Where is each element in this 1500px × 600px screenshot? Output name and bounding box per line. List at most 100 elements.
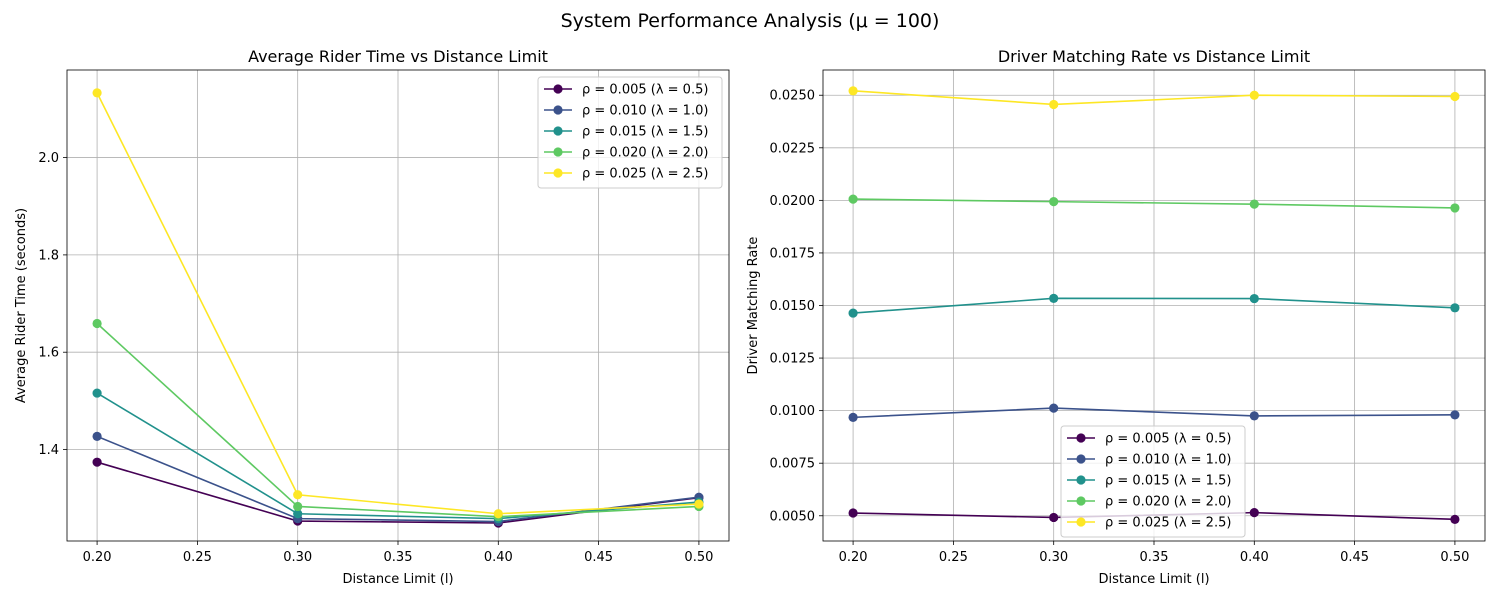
data-point (1249, 293, 1259, 304)
data-point (1049, 512, 1059, 523)
x-tick-label: 0.50 (684, 550, 713, 565)
matching-rate-chart: 0.20 0.25 0.30 0.35 0.40 0.45 0.50 0.0050 0.0075… (746, 47, 1486, 587)
x-axis-label: Distance Limit (l) (342, 572, 453, 587)
series-line (853, 297, 1455, 314)
x-axis-label: Distance Limit (l) (1098, 572, 1209, 587)
x-tick-label: 0.40 (1240, 550, 1269, 565)
data-point (1450, 91, 1460, 102)
legend-item: ρ = 0.010 (λ = 1.0) (544, 104, 708, 119)
x-tick-label: 0.25 (183, 550, 212, 565)
legend-label: ρ = 0.010 (λ = 1.0) (1105, 453, 1231, 468)
data-point (694, 499, 704, 509)
series-2 (848, 403, 1460, 422)
legend-label: ρ = 0.005 (λ = 0.5) (582, 83, 708, 98)
legend-marker (553, 84, 563, 94)
series-5 (848, 86, 1460, 110)
legend-box (537, 76, 723, 189)
legend-marker (553, 126, 563, 136)
data-point (1450, 410, 1460, 420)
y-tick-label: 1.4 (38, 443, 59, 458)
legend: ρ = 0.005 (λ = 0.5) ρ = 0.010 (λ = 1.0) ρ … (1060, 425, 1246, 538)
x-tick-label: 0.35 (1140, 550, 1169, 565)
x-tick-label: 0.30 (1039, 550, 1068, 565)
data-point (92, 431, 102, 441)
legend-label: ρ = 0.025 (λ = 2.5) (582, 167, 708, 182)
legend-label: ρ = 0.005 (λ = 0.5) (1105, 432, 1231, 447)
legend-marker (1076, 433, 1086, 443)
chart-title: Driver Matching Rate vs Distance Limit (998, 47, 1310, 66)
legend-item: ρ = 0.025 (λ = 2.5) (544, 167, 708, 182)
rider-time-chart: 0.20 0.25 0.30 0.35 0.40 0.45 0.50 1.4 1.6 1.8 2.0… (14, 47, 730, 587)
legend-marker (553, 168, 563, 178)
data-point (293, 501, 303, 512)
legend-label: ρ = 0.015 (λ = 1.5) (1105, 474, 1231, 489)
legend-marker (1076, 454, 1086, 464)
x-tick-label: 0.20 (839, 550, 868, 565)
legend-label: ρ = 0.010 (λ = 1.0) (582, 104, 708, 119)
plot-frame (66, 69, 730, 542)
data-point (1450, 303, 1460, 313)
data-point (1450, 203, 1460, 213)
data-point (92, 318, 102, 329)
legend-marker (1076, 517, 1086, 527)
data-point (1049, 99, 1059, 110)
legend-item: ρ = 0.005 (λ = 0.5) (544, 83, 708, 98)
legend-label: ρ = 0.015 (λ = 1.5) (582, 125, 708, 140)
y-tick-label: 0.0150 (770, 299, 816, 314)
data-point (848, 412, 858, 422)
y-tick-label: 0.0125 (770, 352, 816, 367)
legend-label: ρ = 0.020 (λ = 2.0) (582, 146, 708, 161)
data-point (92, 388, 102, 398)
chart-title: Average Rider Time vs Distance Limit (248, 47, 548, 66)
data-point (848, 508, 858, 518)
x-tick-label: 0.50 (1440, 550, 1469, 565)
data-point (848, 86, 858, 96)
data-point (1249, 90, 1259, 100)
data-point (493, 509, 503, 519)
legend-item: ρ = 0.015 (λ = 1.5) (544, 125, 708, 140)
data-point (1249, 199, 1259, 209)
legend: ρ = 0.005 (λ = 0.5) ρ = 0.010 (λ = 1.0) ρ … (537, 76, 723, 189)
data-point (1249, 411, 1259, 421)
plot-frame (822, 69, 1486, 542)
data-point (1249, 508, 1259, 518)
y-tick-label: 0.0100 (770, 404, 816, 419)
data-point (92, 457, 102, 467)
data-point (293, 490, 303, 500)
legend-item: ρ = 0.020 (λ = 2.0) (544, 146, 708, 161)
legend-marker (1076, 475, 1086, 485)
data-point (92, 88, 102, 98)
x-tick-label: 0.45 (1340, 550, 1369, 565)
y-tick-label: 0.0075 (770, 457, 816, 472)
x-tick-label: 0.25 (939, 550, 968, 565)
y-axis-label: Average Rider Time (seconds) (14, 208, 29, 403)
figure-title: System Performance Analysis (μ = 100) (561, 10, 940, 32)
series-line (853, 407, 1455, 419)
data-point (1450, 514, 1460, 524)
x-tick-label: 0.45 (584, 550, 613, 565)
legend-item: ρ = 0.015 (λ = 1.5) (1067, 474, 1231, 489)
data-point (848, 194, 858, 204)
legend-label: ρ = 0.020 (λ = 2.0) (1105, 495, 1231, 510)
data-point (1049, 293, 1059, 303)
y-tick-label: 0.0250 (770, 89, 816, 104)
y-tick-label: 1.8 (38, 248, 59, 263)
series-line (96, 92, 699, 515)
legend-marker (1076, 496, 1086, 506)
x-tick-label: 0.40 (484, 550, 513, 565)
legend-item: ρ = 0.005 (λ = 0.5) (1067, 432, 1231, 447)
series-line (96, 392, 699, 520)
y-tick-label: 0.0175 (770, 246, 816, 261)
legend-item: ρ = 0.010 (λ = 1.0) (1067, 453, 1231, 468)
series-line (853, 90, 1455, 106)
legend-marker (553, 105, 563, 115)
legend-item: ρ = 0.025 (λ = 2.5) (1067, 516, 1231, 531)
legend-box (1060, 425, 1246, 538)
series-4 (848, 194, 1460, 213)
y-tick-label: 0.0225 (770, 141, 816, 156)
data-point (1049, 197, 1059, 207)
legend-label: ρ = 0.025 (λ = 2.5) (1105, 516, 1231, 531)
x-tick-label: 0.30 (283, 550, 312, 565)
x-tick-label: 0.35 (384, 550, 413, 565)
